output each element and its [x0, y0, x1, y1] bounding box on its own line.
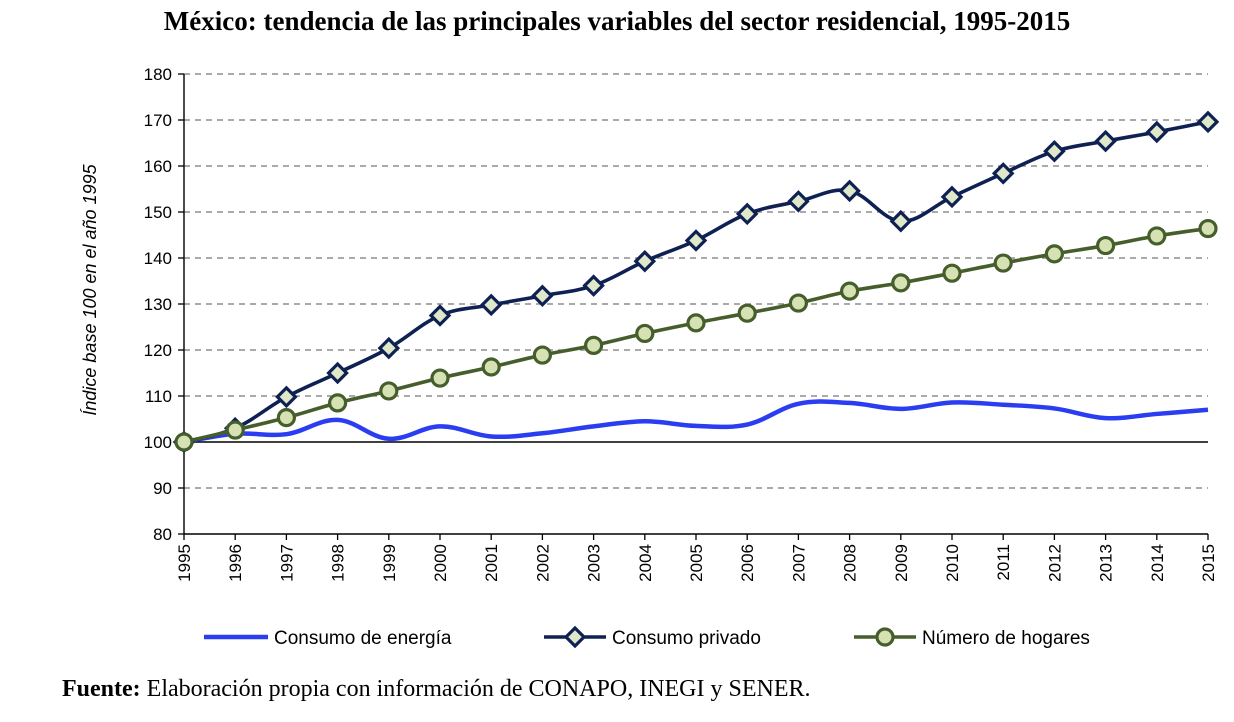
y-axis-label: Índice base 100 en el año 1995 — [80, 163, 100, 415]
data-point — [942, 263, 962, 283]
grid-lines — [184, 73, 1208, 489]
data-point — [275, 385, 298, 409]
x-tick-label: 2011 — [994, 544, 1013, 581]
x-tick-label: 2002 — [533, 544, 552, 582]
data-point — [1198, 218, 1218, 239]
data-point — [276, 408, 296, 428]
data-point — [787, 190, 810, 213]
series-line — [183, 399, 1209, 445]
data-point — [788, 293, 809, 313]
legend-marker — [563, 625, 587, 649]
data-point — [379, 381, 399, 401]
data-point — [326, 361, 349, 385]
data-point — [993, 253, 1013, 273]
data-point — [377, 336, 401, 360]
y-tick-label: 100 — [144, 433, 172, 452]
x-tick-label: 2009 — [892, 544, 911, 582]
chart-title: México: tendencia de las principales var… — [163, 6, 1071, 36]
data-point — [225, 420, 245, 440]
data-point — [1145, 120, 1169, 144]
y-tick-label: 80 — [153, 525, 172, 544]
data-point — [635, 323, 655, 344]
data-point — [1196, 110, 1220, 134]
y-tick-label: 140 — [144, 249, 172, 268]
y-tick-label: 170 — [144, 111, 172, 130]
legend-item: Consumo privado — [544, 625, 761, 649]
x-tick-label: 1995 — [175, 544, 194, 582]
y-tick-label: 150 — [144, 203, 172, 222]
x-tick-label: 1999 — [380, 544, 399, 582]
data-point — [428, 304, 452, 327]
x-tick-label: 2000 — [431, 544, 450, 582]
y-tick-label: 130 — [144, 295, 172, 314]
legend: Consumo de energía Consumo privado Número … — [204, 625, 1090, 649]
data-point — [174, 432, 194, 452]
y-tick-label: 180 — [144, 65, 172, 84]
legend-label: Consumo privado — [612, 628, 761, 649]
x-tick-label: 2006 — [738, 544, 757, 582]
data-point — [583, 335, 604, 355]
data-point — [481, 357, 501, 377]
data-point — [328, 393, 348, 413]
series-layer — [172, 110, 1220, 454]
data-point — [991, 162, 1015, 185]
legend-label: Número de hogares — [922, 628, 1090, 649]
legend-item: Número de hogares — [854, 627, 1090, 649]
data-point — [839, 281, 860, 301]
y-tick-label: 110 — [145, 387, 172, 406]
x-tick-label: 2007 — [789, 544, 808, 582]
x-tick-label: 2003 — [585, 544, 604, 582]
data-point — [479, 293, 503, 317]
data-point — [1043, 140, 1066, 163]
legend-item: Consumo de energía — [204, 628, 452, 649]
data-point — [1095, 235, 1116, 256]
data-point — [1094, 129, 1117, 153]
y-tick-label: 120 — [144, 341, 172, 360]
x-tick-label: 1996 — [226, 544, 245, 582]
data-point — [531, 284, 554, 307]
x-tick-label: 2001 — [482, 544, 501, 582]
data-point — [684, 229, 708, 252]
data-point — [1147, 226, 1167, 246]
x-tick-label: 2004 — [636, 544, 655, 582]
data-point — [891, 273, 911, 293]
x-tick-label: 2008 — [841, 544, 860, 582]
data-point — [889, 209, 913, 233]
data-point — [1044, 244, 1065, 264]
data-point — [532, 345, 553, 365]
y-tick-label: 90 — [153, 479, 172, 498]
x-tick-label: 2012 — [1045, 544, 1064, 582]
data-point — [430, 368, 450, 388]
source-label: Fuente: — [62, 676, 141, 702]
data-point — [582, 274, 605, 297]
data-point — [838, 179, 861, 203]
legend-label: Consumo de energía — [274, 628, 452, 649]
y-tick-label: 160 — [144, 157, 172, 176]
x-tick-label: 2014 — [1148, 544, 1167, 582]
x-tick-label: 1998 — [329, 544, 348, 582]
axes: 80 90 100 110 120 130 140 150 160 170 180 1995 1996 1… — [80, 65, 1218, 582]
series-consumo-de-energia — [183, 399, 1209, 445]
source-note: Fuente: Elaboración propia con informaci… — [62, 676, 811, 703]
legend-marker — [875, 627, 895, 647]
data-point — [940, 185, 964, 209]
source-text: Elaboración propia con información de CO… — [140, 676, 811, 702]
x-tick-label: 1997 — [277, 544, 296, 582]
x-tick-label: 2015 — [1199, 544, 1218, 582]
data-point — [633, 249, 657, 273]
x-tick-label: 2010 — [943, 544, 962, 582]
data-point — [735, 202, 759, 226]
x-tick-label: 2013 — [1097, 544, 1116, 582]
x-tick-label: 2005 — [687, 544, 706, 582]
data-point — [686, 313, 706, 333]
series-numero-de-hogares — [174, 218, 1218, 452]
data-point — [737, 303, 757, 323]
